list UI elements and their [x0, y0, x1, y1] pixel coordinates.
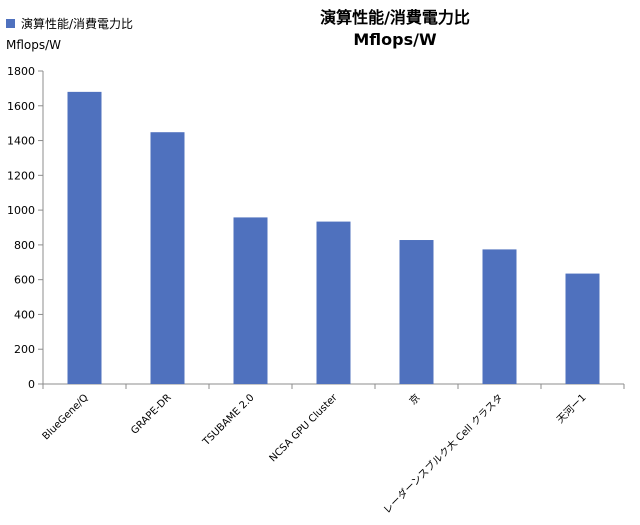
x-tick-label: レーダーンスブルク大 Cell クラスタ	[380, 391, 505, 516]
legend-label-line1: 演算性能/消費電力比	[21, 17, 134, 31]
y-tick-label: 1600	[7, 100, 35, 113]
x-tick-label: TSUBAME 2.0	[200, 392, 256, 448]
x-tick-label: NCSA GPU Cluster	[268, 392, 341, 465]
bar	[67, 91, 102, 384]
bar	[399, 240, 434, 384]
y-tick-label: 400	[14, 308, 35, 321]
chart-title-line1: 演算性能/消費電力比	[320, 8, 470, 27]
y-tick-label: 1000	[7, 204, 35, 217]
bar	[233, 217, 268, 384]
y-tick-label: 1400	[7, 135, 35, 148]
legend-label-line2: Mflops/W	[6, 38, 62, 52]
y-tick-label: 200	[14, 343, 35, 356]
x-tick-label: 天河ー1	[554, 392, 588, 426]
y-tick-label: 1200	[7, 169, 35, 182]
y-tick-label: 0	[28, 378, 35, 391]
legend-entry: 演算性能/消費電力比	[6, 14, 133, 35]
legend-swatch	[6, 19, 15, 28]
legend: 演算性能/消費電力比 Mflops/W	[6, 14, 133, 56]
y-tick-label: 600	[14, 274, 35, 287]
chart-title-line2: Mflops/W	[353, 30, 437, 49]
bar	[150, 132, 185, 384]
y-tick-label: 1800	[7, 65, 35, 78]
x-tick-label: BlueGene/Q	[41, 392, 91, 442]
bar	[565, 273, 600, 384]
bar	[482, 249, 517, 384]
x-tick-label: 京	[406, 391, 422, 407]
bar	[316, 221, 351, 384]
y-tick-label: 800	[14, 239, 35, 252]
x-tick-label: GRAPE-DR	[129, 392, 173, 436]
